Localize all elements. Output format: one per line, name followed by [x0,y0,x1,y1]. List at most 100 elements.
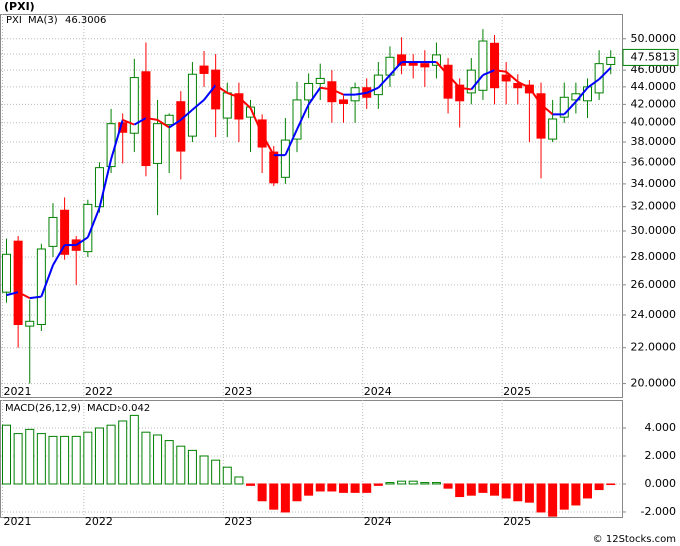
macd-bar [118,420,128,485]
macd-bar [443,483,453,489]
candle-body [222,92,232,119]
ma-segment [122,118,135,126]
candle-body [478,40,488,91]
x-tick-label: 2022 [85,515,113,528]
macd-bar [513,483,523,502]
ma-segment [586,78,600,89]
x-tick-label: 2023 [224,515,252,528]
ma-segment [505,71,519,83]
macd-bar [408,480,418,485]
candle-body [48,216,58,247]
candle-body [2,253,11,293]
x-tick-label: 2024 [364,385,392,398]
macd-bar [94,427,104,485]
y-tick-label: 0.000 [645,477,677,490]
ma-segment [226,91,240,99]
ma-segment [110,119,124,160]
ma-segment [157,119,170,129]
macd-bar [548,483,558,517]
macd-bar [153,434,163,485]
y-tick-label: 4.000 [645,421,677,434]
last-price-box [622,48,679,66]
ma-segment [575,87,589,103]
macd-bar [234,476,244,485]
macd-bar [13,433,23,485]
macd-bar [106,424,116,485]
ma-segment [6,291,19,297]
y-tick-label: 20.0000 [631,377,677,390]
macd-bar [373,483,383,486]
y-tick-label: 50.0000 [631,32,677,45]
macd-bar [397,480,407,485]
macd-bar [211,459,221,485]
candle-body [606,56,616,65]
macd-bar [48,435,58,485]
ma-segment [145,117,158,121]
ma-segment [494,69,507,73]
candle-body [60,209,70,255]
ma-segment [180,109,194,121]
macd-bar [478,483,488,493]
candle-body [501,74,511,82]
candle-body [431,54,441,66]
ma-segment [238,96,252,109]
y-tick-label: 2.000 [645,449,677,462]
macd-bar [501,483,511,499]
macd-bar [199,455,209,485]
candle-body [176,101,186,152]
macd-bar [524,483,534,503]
x-tick-label: 2022 [85,385,113,398]
macd-bar [71,435,81,485]
macd-title: MACD(26,12,9) [5,403,81,414]
ma-segment [215,84,228,94]
macd-bar [327,483,337,492]
ma-segment [284,128,298,156]
ma-segment [17,291,31,300]
ma-segment [354,91,367,96]
macd-bar [246,483,256,486]
macd-bar [141,431,151,485]
macd-bar [385,482,395,485]
ma-segment [517,80,530,89]
candle-body [443,64,453,99]
macd-legend-value: -0.042 [118,403,150,414]
ma-segment [191,99,205,111]
legend-symbol: PXI [6,15,22,26]
ma-segment [377,74,391,89]
y-tick-label: 44.0000 [631,80,677,93]
candle-body [513,82,523,89]
candle-body [536,93,546,139]
ma-segment [307,87,322,105]
candle-body [153,123,163,164]
macd-bar [559,483,569,510]
macd-bar [129,414,139,485]
y-tick-label: 32.0000 [631,200,677,213]
candle-body [338,99,348,104]
ma-segment [296,103,310,130]
macd-bar [164,440,174,485]
candle-body [315,77,325,84]
macd-bar [36,433,46,485]
ma-segment [29,295,42,300]
chart-title: (PXI) [4,0,35,13]
y-tick-label: 22.0000 [631,341,677,354]
macd-bar [350,483,360,493]
ma-segment [133,117,147,126]
ma-segment [168,119,182,129]
y-tick-label: 46.0000 [631,63,677,76]
macd-bar [431,482,441,485]
ma-segment [52,244,66,266]
macd-bar [536,483,546,513]
y-tick-label: 24.0000 [631,308,677,321]
y-tick-label: 30.0000 [631,224,677,237]
macd-bar [2,424,11,485]
macd-bar [455,483,465,498]
candle-body [397,54,407,66]
macd-bar [83,431,93,485]
x-tick-label: 2025 [503,385,531,398]
x-tick-label: 2024 [364,515,392,528]
ma-segment [261,133,275,156]
ma-segment [563,101,577,116]
ma-segment [435,61,449,76]
candle-body [199,65,209,74]
